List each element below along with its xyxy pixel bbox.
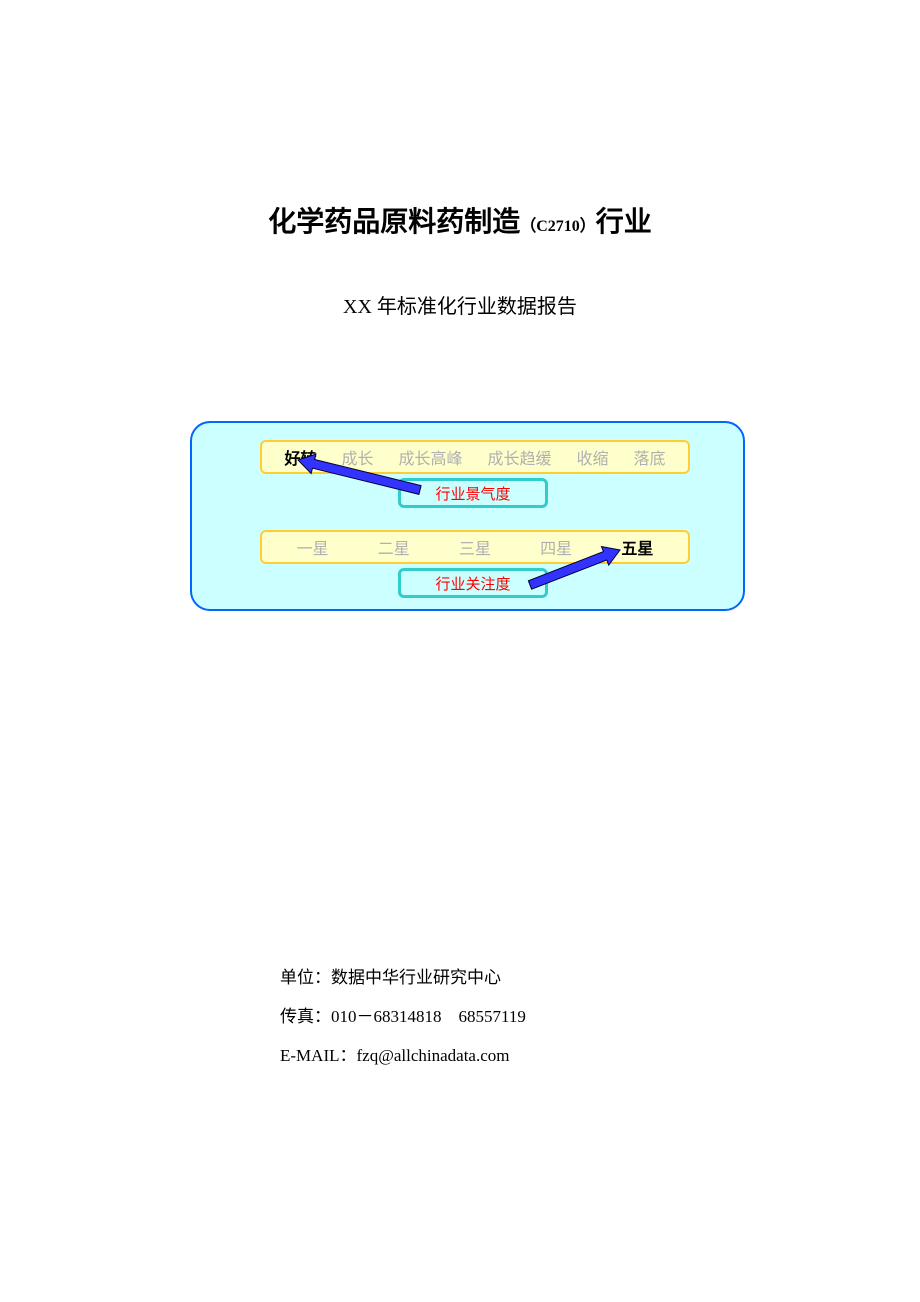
prosperity-option-bar: 好转 成长 成长高峰 成长趋缓 收缩 落底 (260, 440, 690, 474)
option-item: 收缩 (576, 445, 608, 469)
attention-label-text: 行业关注度 (435, 573, 510, 594)
contact-email: E-MAIL：fzq@allchinadata.com (280, 1036, 526, 1075)
option-item: 三星 (459, 535, 491, 559)
prosperity-label-text: 行业景气度 (435, 483, 510, 504)
contact-org: 单位：数据中华行业研究中心 (280, 958, 526, 997)
contact-fax: 传真：010－68314818 68557119 (280, 997, 526, 1036)
title-prefix: 化学药品原料药制造 (268, 207, 520, 238)
title-suffix: 行业 (596, 207, 652, 238)
option-item: 四星 (540, 535, 572, 559)
title-code: （C2710） (520, 218, 596, 235)
option-item: 好转 (284, 445, 316, 469)
option-item: 成长高峰 (398, 445, 462, 469)
prosperity-label: 行业景气度 (398, 478, 548, 508)
option-item: 一星 (297, 535, 329, 559)
document-page: 化学药品原料药制造（C2710）行业 XX 年标准化行业数据报告 好转 成长 成长高… (0, 0, 920, 1302)
subtitle: XX 年标准化行业数据报告 (0, 290, 920, 319)
main-title: 化学药品原料药制造（C2710）行业 (0, 200, 920, 240)
attention-label: 行业关注度 (398, 568, 548, 598)
option-item: 落底 (633, 445, 665, 469)
contact-info: 单位：数据中华行业研究中心 传真：010－68314818 68557119 E… (280, 958, 526, 1075)
attention-option-bar: 一星 二星 三星 四星 五星 (260, 530, 690, 564)
option-item: 成长 (341, 445, 373, 469)
option-item: 五星 (621, 535, 653, 559)
option-item: 成长趋缓 (487, 445, 551, 469)
option-item: 二星 (378, 535, 410, 559)
